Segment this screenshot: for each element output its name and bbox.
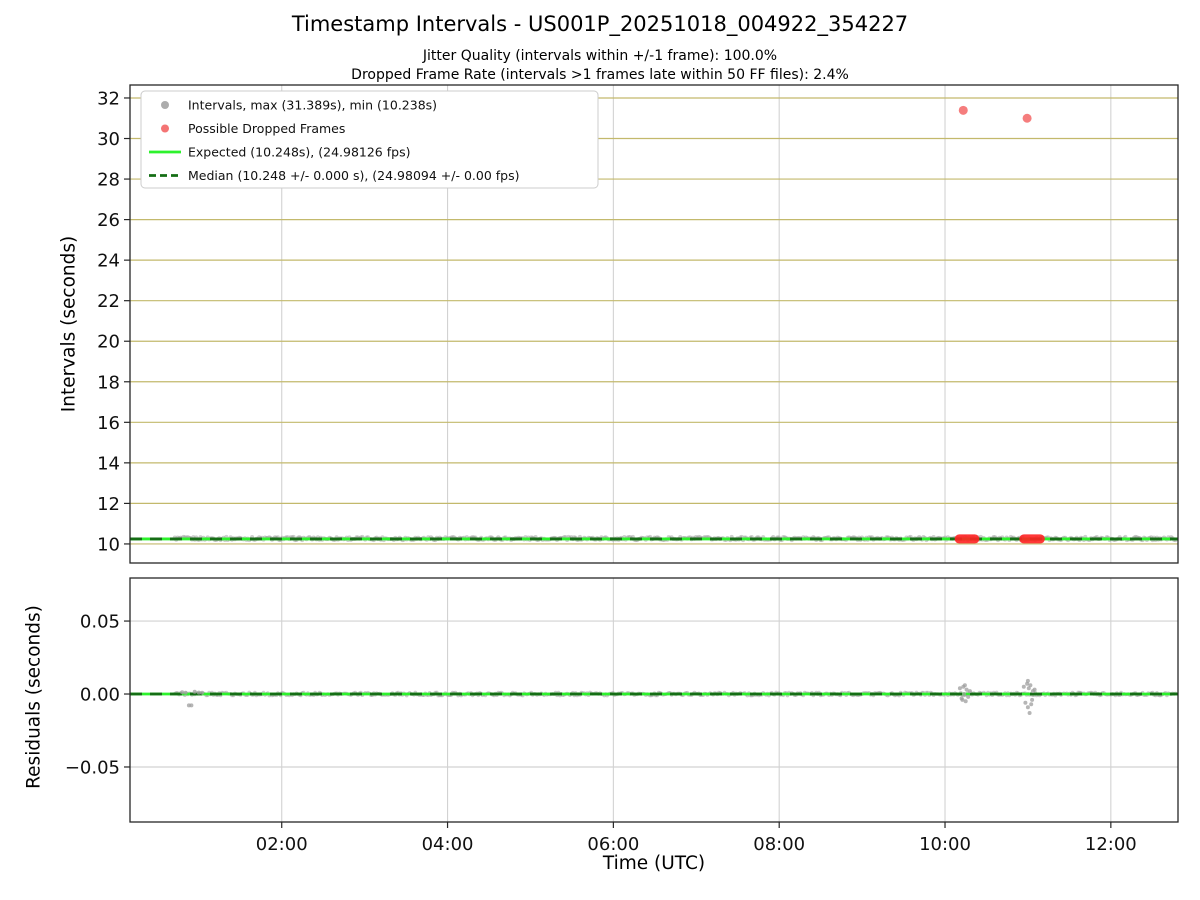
residual-cluster-point [1025, 705, 1030, 710]
residual-cluster-point [1021, 684, 1026, 689]
x-tick-label: 04:00 [422, 834, 474, 855]
legend-label: Intervals, max (31.389s), min (10.238s) [188, 98, 437, 113]
x-tick-label: 06:00 [587, 834, 639, 855]
residual-cluster-point [192, 689, 197, 694]
y-tick-label: 26 [97, 210, 120, 231]
dropped-frame-point [958, 105, 968, 115]
y-tick-label: 0.00 [80, 685, 120, 706]
x-axis-label: Time (UTC) [602, 853, 706, 874]
legend-label: Possible Dropped Frames [188, 121, 345, 136]
y-tick-label: 30 [97, 129, 120, 150]
grid-intervals [130, 85, 1178, 563]
y-tick-label: 14 [97, 453, 120, 474]
legend-label: Median (10.248 +/- 0.000 s), (24.98094 +… [188, 168, 519, 183]
legend: Intervals, max (31.389s), min (10.238s) P… [140, 90, 599, 189]
chart-subtitle-jitter: Jitter Quality (intervals within +/-1 fr… [422, 48, 778, 64]
residual-cluster-point [962, 692, 967, 696]
residual-cluster-point [183, 690, 188, 695]
y-axis-label-residuals: Residuals (seconds) [23, 605, 45, 789]
legend-marker-1 [161, 124, 169, 133]
residual-cluster-point [957, 686, 962, 691]
residual-cluster-point [1032, 687, 1037, 692]
ticks-residuals: 0.05 0.00 −0.05 02:00 04:00 06:00 08:00 10:00 12… [65, 612, 1137, 855]
residual-cluster-point [1028, 683, 1033, 688]
y-tick-label: 0.05 [80, 612, 120, 633]
residual-cluster-point [966, 694, 971, 699]
x-tick-label: 08:00 [753, 834, 805, 855]
y-tick-label: 16 [97, 413, 120, 434]
y-tick-label: 24 [97, 251, 120, 272]
axes-border-intervals [129, 84, 1179, 564]
residual-cluster-point [967, 689, 972, 694]
residual-cluster-point [1025, 678, 1030, 683]
residual-clusters [180, 678, 1037, 715]
residual-cluster-point [1023, 700, 1028, 705]
chart-title: Timestamp Intervals - US001P_20251018_00… [291, 12, 909, 36]
ticks-intervals: 10 12 14 16 18 20 22 24 26 28 30 32 [97, 88, 130, 555]
legend-box [140, 90, 599, 189]
y-axis-label-intervals: Intervals (seconds) [58, 235, 80, 413]
y-tick-label: 12 [97, 494, 120, 515]
residual-cluster-point [180, 690, 185, 695]
y-tick-label: −0.05 [65, 757, 120, 778]
x-tick-label: 02:00 [256, 834, 308, 855]
chart-subtitle-dropped: Dropped Frame Rate (intervals >1 frames … [351, 67, 849, 83]
y-tick-label: 20 [97, 332, 120, 353]
grid-residuals [130, 578, 1178, 822]
x-tick-label: 10:00 [919, 834, 971, 855]
dropped-frames [954, 105, 1045, 544]
x-tick-label: 12:00 [1085, 834, 1137, 855]
residual-cluster-point [964, 687, 969, 692]
residual-cluster-point [1030, 697, 1035, 702]
residual-cluster-point [196, 690, 201, 695]
residual-cluster-point [962, 683, 967, 688]
legend-marker-0 [161, 101, 169, 109]
legend-label: Expected (10.248s), (24.98126 fps) [188, 145, 410, 160]
y-tick-label: 32 [97, 88, 120, 109]
residual-cluster-point [189, 703, 194, 708]
axes-border-residuals [129, 577, 1179, 823]
y-tick-label: 18 [97, 372, 120, 393]
y-tick-label: 10 [97, 534, 120, 555]
residual-cluster-point [1027, 711, 1032, 715]
residual-cluster-point [963, 699, 968, 704]
y-tick-label: 28 [97, 170, 120, 191]
residual-cluster-point [200, 690, 205, 695]
dropped-frame-point [1022, 113, 1032, 123]
residual-cluster-point [960, 697, 965, 702]
y-tick-label: 22 [97, 291, 120, 312]
residual-cluster-point [1029, 702, 1034, 707]
